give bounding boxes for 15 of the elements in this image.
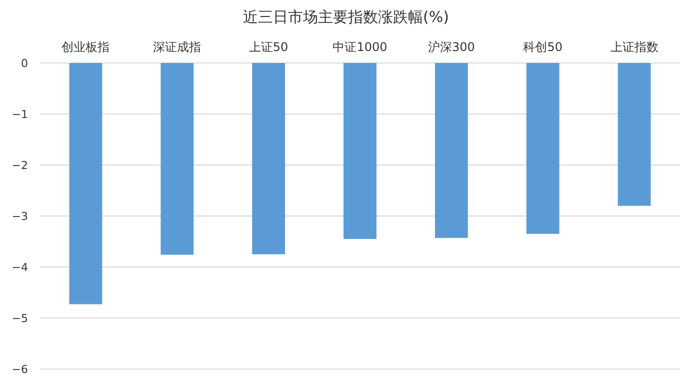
x-tick-label: 科创50 — [523, 40, 562, 54]
y-tick-label: −3 — [12, 210, 28, 223]
x-tick-label: 沪深300 — [428, 40, 475, 54]
y-tick-label: 0 — [21, 57, 28, 70]
chart-title: 近三日市场主要指数涨跌幅(%) — [243, 8, 449, 26]
x-tick-label: 深证成指 — [153, 40, 202, 54]
y-tick-label: −2 — [12, 159, 28, 172]
y-tick-label: −5 — [12, 312, 28, 325]
y-tick-label: −4 — [12, 261, 28, 274]
y-tick-label: −1 — [12, 108, 28, 121]
y-tick-label: −6 — [12, 363, 28, 376]
x-tick-label: 上证指数 — [610, 40, 658, 54]
x-tick-label: 上证50 — [248, 40, 288, 54]
x-tick-label: 创业板指 — [62, 40, 110, 54]
x-tick-label: 中证1000 — [332, 40, 388, 54]
